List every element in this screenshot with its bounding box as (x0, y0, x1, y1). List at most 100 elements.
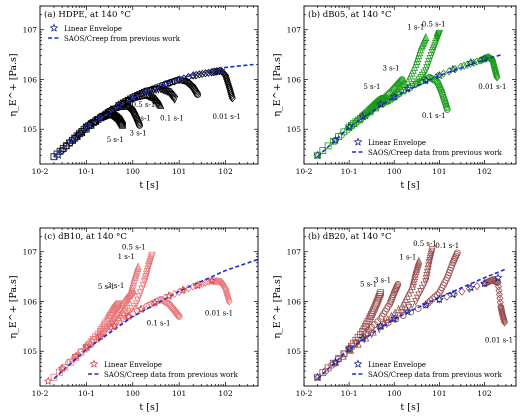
data-point (366, 107, 374, 116)
data-point (345, 122, 353, 131)
data-point (128, 283, 136, 292)
x-tick-label: 10-2 (32, 167, 49, 176)
data-point (100, 329, 109, 338)
linear-envelope-star (403, 307, 413, 316)
rate-label: 1 s-1 (399, 253, 416, 261)
linear-envelope-star (207, 67, 217, 76)
linear-envelope-star (313, 150, 323, 159)
data-point (435, 29, 443, 38)
linear-envelope-star (331, 357, 340, 367)
rate-label: 3 s-1 (383, 65, 400, 73)
data-point (129, 280, 137, 289)
rate-curve-3 (345, 246, 436, 354)
data-point (500, 314, 508, 323)
linear-envelope-star (178, 285, 188, 294)
rate-curve-2 (345, 32, 430, 131)
linear-envelope-star (376, 99, 386, 108)
data-point (495, 290, 503, 299)
x-axis-label: t [s] (139, 402, 158, 413)
data-point (109, 105, 118, 114)
data-point (473, 282, 481, 291)
data-point (127, 288, 135, 297)
linear-envelope-star (358, 333, 368, 343)
linear-envelope-star (114, 100, 124, 110)
legend: Linear Envelope SAOS/Creep data from prev… (352, 359, 503, 379)
data-point (322, 367, 329, 375)
y-axis-label: η_E^+ [Pa.s] (272, 53, 283, 116)
data-point (157, 101, 165, 109)
data-point (384, 319, 392, 326)
data-point (422, 275, 430, 283)
data-point (424, 265, 432, 274)
data-point (411, 269, 419, 278)
data-point (114, 313, 122, 322)
data-point (488, 55, 496, 64)
data-point (465, 284, 473, 293)
x-tick-label: 100 (387, 389, 402, 398)
data-point (128, 305, 136, 314)
x-tick-label: 101 (432, 389, 446, 398)
legend: Linear Envelope SAOS/Creep data from prev… (88, 359, 239, 379)
data-layer (313, 246, 509, 381)
x-axis-label: t [s] (400, 180, 419, 191)
data-layer (50, 63, 254, 161)
x-tick-label: 10-1 (78, 167, 95, 176)
linear-envelope-star (421, 75, 431, 85)
data-point (104, 109, 112, 118)
data-point (410, 274, 418, 283)
linear-envelope-star (448, 289, 458, 298)
data-point (104, 324, 113, 333)
linear-envelope-star (403, 84, 413, 93)
linear-envelope-star (193, 280, 203, 290)
data-point (88, 339, 97, 347)
linear-envelope-star (480, 278, 489, 288)
data-point (50, 373, 58, 381)
legend-star-icon (49, 23, 59, 32)
data-point (458, 287, 466, 296)
rate-label: 1 s-1 (118, 253, 135, 261)
data-point (496, 294, 504, 303)
data-point (324, 142, 332, 150)
y-tick-label: 106 (287, 75, 302, 84)
data-point (223, 291, 231, 300)
data-point (58, 146, 66, 154)
data-point (130, 302, 138, 311)
legend-label-saos: SAOS/Creep data from previous work (104, 371, 239, 379)
data-point (130, 275, 138, 284)
saos-creep-line (317, 53, 503, 158)
data-point (223, 77, 231, 86)
data-point (398, 76, 405, 84)
panel-c: 10-2 10-1 100 101 102 105 106 107 5 s-13 s-1 1 s-… (8, 227, 259, 413)
data-point (426, 297, 434, 305)
data-point (494, 282, 503, 291)
data-point (118, 120, 126, 128)
data-point (215, 277, 224, 286)
data-point (373, 298, 381, 306)
x-tick-label: 102 (218, 389, 233, 398)
saos-creep-line (317, 268, 507, 380)
data-point (409, 277, 418, 285)
data-point (375, 293, 383, 300)
linear-envelope-star (57, 363, 67, 373)
linear-envelope-star (164, 291, 174, 300)
data-point (149, 85, 157, 93)
rate-label: 3 s-1 (107, 282, 124, 290)
linear-envelope-star (81, 342, 91, 352)
data-point (494, 278, 502, 287)
linear-envelope-star (150, 297, 160, 307)
data-point (388, 94, 396, 101)
linear-envelope-star (434, 70, 444, 80)
data-point (329, 359, 337, 367)
data-point (457, 62, 465, 71)
linear-envelope-star (174, 74, 184, 84)
data-point (425, 262, 433, 271)
data-point (119, 121, 126, 129)
rate-label: 1 s-1 (134, 114, 151, 122)
saos-creep-line (53, 63, 254, 158)
legend-label-envelope: Linear Envelope (368, 139, 426, 147)
data-point (493, 278, 501, 287)
data-point (489, 58, 497, 68)
data-point (396, 78, 404, 86)
y-tick-label: 106 (23, 75, 38, 84)
x-axis-label: t [s] (139, 180, 158, 191)
